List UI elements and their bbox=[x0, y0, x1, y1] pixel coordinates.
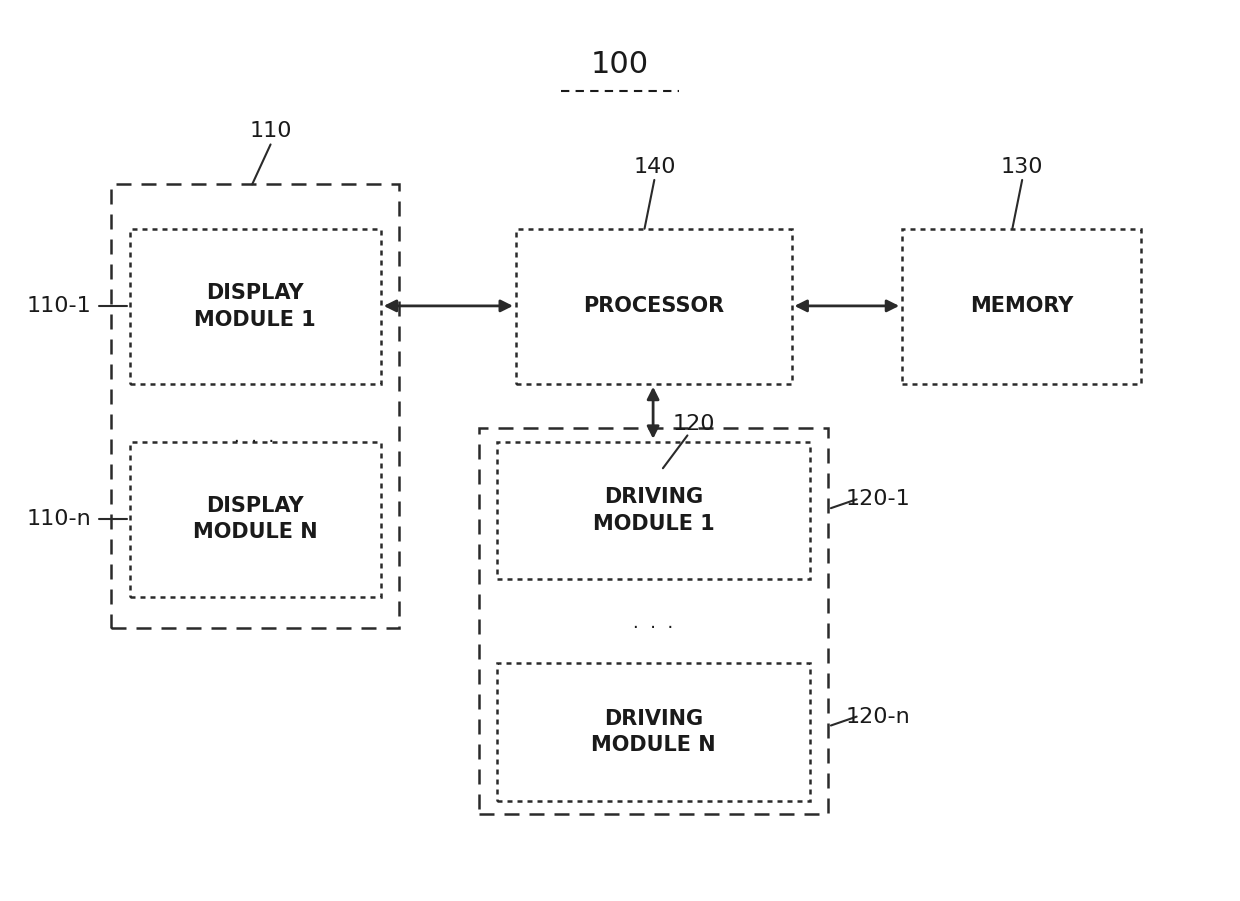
FancyArrowPatch shape bbox=[649, 390, 658, 436]
Text: MEMORY: MEMORY bbox=[970, 296, 1074, 316]
Text: 120-1: 120-1 bbox=[846, 489, 910, 509]
Text: DISPLAY
MODULE 1: DISPLAY MODULE 1 bbox=[195, 283, 316, 330]
Text: 140: 140 bbox=[634, 157, 676, 177]
Text: 100: 100 bbox=[591, 50, 649, 79]
FancyArrowPatch shape bbox=[797, 301, 897, 311]
FancyArrowPatch shape bbox=[387, 301, 510, 311]
Text: 110: 110 bbox=[249, 121, 291, 141]
Text: 120-n: 120-n bbox=[846, 706, 910, 726]
Text: DRIVING
MODULE N: DRIVING MODULE N bbox=[591, 709, 715, 755]
Text: DISPLAY
MODULE N: DISPLAY MODULE N bbox=[193, 496, 317, 542]
Bar bbox=[516, 229, 791, 384]
Text: PROCESSOR: PROCESSOR bbox=[583, 296, 724, 316]
Text: 110-1: 110-1 bbox=[26, 296, 91, 316]
Text: ·  ·  ·: · · · bbox=[234, 432, 275, 450]
Bar bbox=[497, 441, 810, 579]
Bar bbox=[112, 185, 399, 628]
Text: DRIVING
MODULE 1: DRIVING MODULE 1 bbox=[593, 487, 714, 533]
Bar bbox=[129, 229, 381, 384]
Text: 120: 120 bbox=[672, 414, 714, 434]
Text: ·  ·  ·: · · · bbox=[632, 619, 673, 637]
Text: 130: 130 bbox=[1001, 157, 1043, 177]
Text: 110-n: 110-n bbox=[26, 509, 91, 529]
Bar bbox=[497, 663, 810, 801]
Bar bbox=[129, 441, 381, 596]
Bar bbox=[901, 229, 1141, 384]
Bar bbox=[479, 428, 828, 815]
